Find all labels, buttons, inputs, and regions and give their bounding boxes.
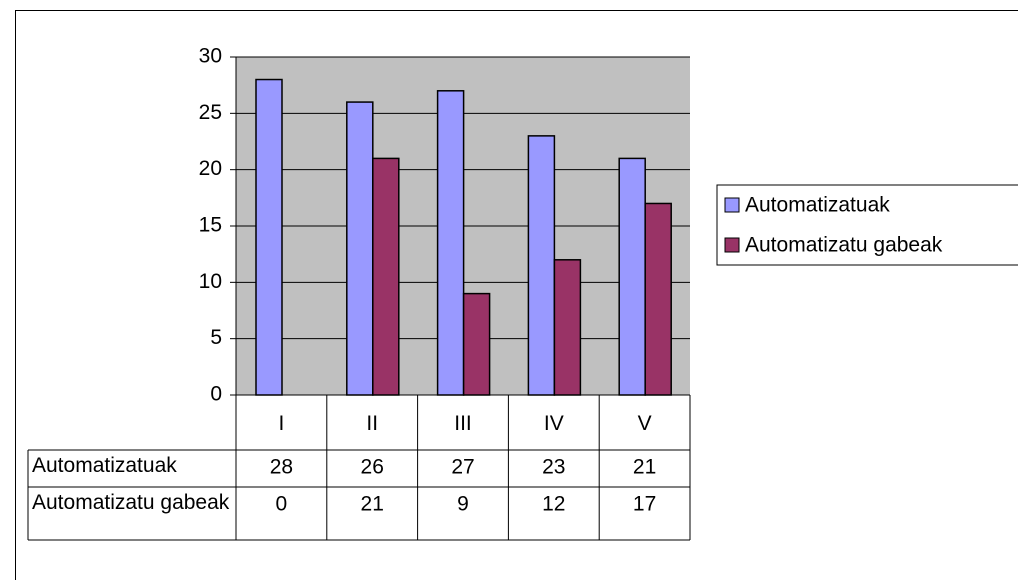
bar xyxy=(436,90,465,396)
legend-swatch xyxy=(724,197,740,213)
table-value: 0 xyxy=(276,493,288,516)
bar xyxy=(372,157,400,396)
table-row-header: Automatizatu gabeak xyxy=(32,491,230,514)
table-value: 12 xyxy=(542,493,565,516)
table-value: 28 xyxy=(270,456,293,479)
bar xyxy=(553,259,582,396)
y-tick-label: 15 xyxy=(199,214,222,237)
legend-box xyxy=(716,184,1018,266)
bar xyxy=(644,202,672,396)
row-header-text: Automatizatu gabeak xyxy=(32,491,230,514)
table-value: 27 xyxy=(451,456,474,479)
table-value: 23 xyxy=(542,456,565,479)
bar xyxy=(527,135,556,396)
row-header-text: Automatizatuak xyxy=(32,454,177,477)
legend-label: Automatizatuak xyxy=(745,194,890,217)
table-value: 21 xyxy=(633,456,656,479)
bar xyxy=(346,101,374,396)
legend-label: Automatizatu gabeak xyxy=(745,234,943,257)
table-row-header: Automatizatuak xyxy=(32,454,177,477)
y-tick-label: 30 xyxy=(199,45,222,68)
x-tick-label: V xyxy=(638,412,652,435)
x-tick-label: III xyxy=(454,412,472,435)
y-tick-label: 10 xyxy=(199,270,222,293)
table-value: 21 xyxy=(361,493,384,516)
x-tick-label: II xyxy=(366,412,378,435)
x-tick-label: I xyxy=(278,412,284,435)
legend-swatch xyxy=(724,237,740,253)
bar xyxy=(255,78,283,396)
y-tick-label: 5 xyxy=(210,326,222,349)
y-tick-label: 25 xyxy=(199,101,222,124)
table-value: 17 xyxy=(633,493,656,516)
bar xyxy=(462,292,491,396)
y-tick-label: 0 xyxy=(210,383,222,406)
table-value: 26 xyxy=(361,456,384,479)
table-value: 9 xyxy=(457,493,469,516)
bar xyxy=(618,157,646,396)
x-tick-label: IV xyxy=(544,412,564,435)
y-tick-label: 20 xyxy=(199,157,222,180)
